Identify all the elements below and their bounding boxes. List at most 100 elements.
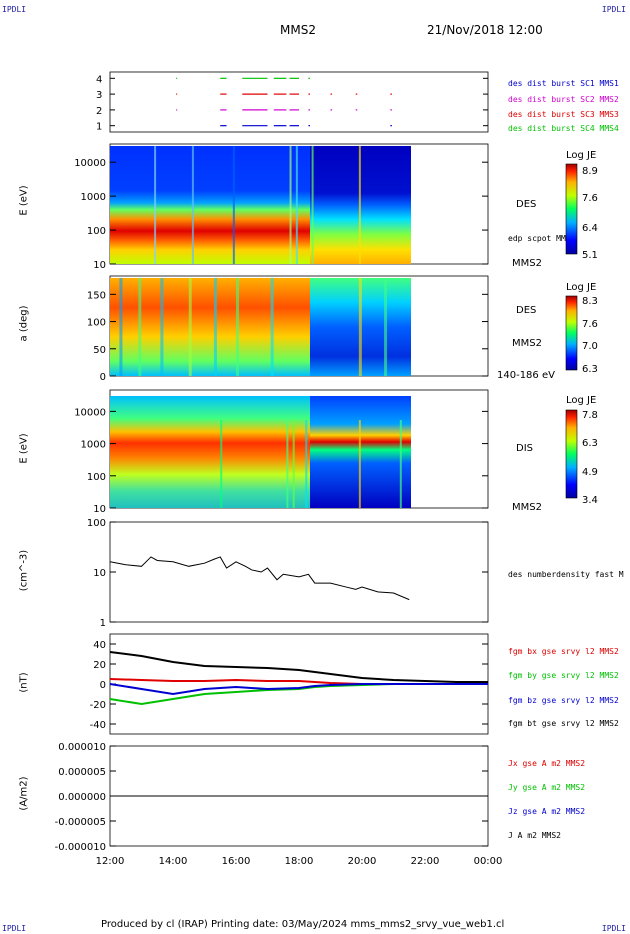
des-pitch-sc-label: MMS2 bbox=[512, 338, 542, 349]
des-energy-streak bbox=[311, 146, 314, 264]
des-pitch-ytick-label: 50 bbox=[93, 345, 106, 356]
des-pitch-streak bbox=[188, 278, 192, 376]
colorbar-des-energy-tick-2: 6.4 bbox=[582, 223, 598, 234]
dis-ytick-label: 1000 bbox=[81, 440, 106, 451]
burst-ytick-label: 2 bbox=[96, 106, 102, 117]
des-energy-scpot-label: edp scpot MMS2 bbox=[508, 234, 576, 243]
colorbar-des-pitch-tick-2: 7.0 bbox=[582, 341, 598, 352]
density-series-label: des numberdensity fast M bbox=[508, 570, 624, 579]
dis-ytick-label: 10000 bbox=[74, 407, 106, 418]
colorbar-des-energy-tick-3: 5.1 bbox=[582, 250, 598, 261]
dis-sc-label: MMS2 bbox=[512, 502, 542, 513]
colorbar-dis-tick-1: 6.3 bbox=[582, 438, 598, 449]
corner-mark-top-right: IPDLI bbox=[601, 5, 626, 14]
current-ytick-label: -0.000010 bbox=[55, 842, 106, 853]
des-energy-ytick-label: 10 bbox=[93, 260, 106, 271]
des-energy-streak bbox=[191, 146, 194, 264]
dis-streak bbox=[358, 420, 361, 508]
des-pitch-streak bbox=[236, 278, 239, 376]
colorbar-dis bbox=[565, 409, 578, 499]
des-energy-ytick-label: 1000 bbox=[81, 192, 106, 203]
burst-label-sc3: des dist burst SC3 MMS3 bbox=[508, 110, 619, 119]
current-ytick-label: 0.000010 bbox=[58, 742, 106, 753]
dis-ytick-label: 100 bbox=[87, 472, 106, 483]
des-pitch-ytick-label: 100 bbox=[87, 318, 106, 329]
bfield-line-3 bbox=[109, 683, 488, 696]
spacecraft-title: MMS2 bbox=[280, 23, 316, 37]
current-label-jx: Jx gse A m2 MMS2 bbox=[508, 759, 586, 768]
des-pitch-energy-range-label: 140-186 eV bbox=[497, 370, 555, 381]
corner-mark-bottom-right: IPDLI bbox=[601, 924, 626, 933]
dis-streak bbox=[286, 420, 289, 508]
burst-ytick-label: 4 bbox=[96, 74, 102, 85]
des-pitch-streak bbox=[160, 278, 164, 376]
current-ytick-label: 0.000005 bbox=[58, 767, 106, 778]
des-energy-ytick-label: 100 bbox=[87, 226, 106, 237]
density-ytick-label: 10 bbox=[93, 568, 106, 579]
bfield-line-0 bbox=[109, 651, 488, 683]
colorbar-des-pitch-tick-3: 6.3 bbox=[582, 364, 598, 375]
corner-mark-top-left: IPDLI bbox=[2, 5, 27, 14]
bfield-label-bt: fgm bt gse srvy l2 MMS2 bbox=[508, 719, 619, 728]
bfield-ytick-label: 40 bbox=[93, 640, 106, 651]
burst-label-sc1: des dist burst SC1 MMS1 bbox=[508, 79, 619, 88]
colorbar-dis-tick-0: 7.8 bbox=[582, 410, 598, 421]
colorbar-des-energy-tick-0: 8.9 bbox=[582, 166, 598, 177]
des-pitch-ytick-label: 0 bbox=[100, 372, 106, 383]
colorbar-des-energy-tick-1: 7.6 bbox=[582, 193, 598, 204]
time-axis-tick-label: 18:00 bbox=[285, 856, 314, 867]
colorbar-des-pitch bbox=[565, 295, 578, 371]
burst-panel-frame bbox=[109, 71, 489, 133]
current-label-j: J A m2 MMS2 bbox=[508, 831, 561, 840]
density-line bbox=[109, 556, 410, 601]
des-energy-streak bbox=[232, 146, 235, 264]
density-ytick-label: 100 bbox=[87, 518, 106, 529]
dis-instrument-label: DIS bbox=[516, 443, 533, 454]
time-axis-tick-label: 16:00 bbox=[222, 856, 251, 867]
des-pitch-spectrogram-early bbox=[110, 278, 310, 376]
bfield-label-by: fgm by gse srvy l2 MMS2 bbox=[508, 671, 619, 680]
des-pitch-streak bbox=[270, 278, 274, 376]
bfield-ytick-label: 20 bbox=[93, 660, 106, 671]
burst-ytick-label: 1 bbox=[96, 122, 102, 133]
des-energy-sc-label: MMS2 bbox=[512, 258, 542, 269]
time-axis-tick-label: 20:00 bbox=[348, 856, 377, 867]
current-ytick-label: 0.000000 bbox=[58, 792, 106, 803]
burst-label-sc2: des dist burst SC2 MMS2 bbox=[508, 95, 619, 104]
bfield-ytick-label: -40 bbox=[90, 720, 106, 731]
colorbar-dis-tick-2: 4.9 bbox=[582, 467, 598, 478]
datetime-title: 21/Nov/2018 12:00 bbox=[427, 23, 543, 37]
colorbar-dis-tick-3: 3.4 bbox=[582, 495, 598, 506]
bfield-ytick-label: 0 bbox=[100, 680, 106, 691]
des-pitch-ytick-label: 150 bbox=[87, 290, 106, 301]
footer-credits: Produced by cl (IRAP) Printing date: 03/… bbox=[101, 919, 505, 930]
dis-energy-spectrogram-early bbox=[110, 396, 310, 508]
bfield-label-bx: fgm bx gse srvy l2 MMS2 bbox=[508, 647, 619, 656]
time-axis-tick-label: 12:00 bbox=[96, 856, 125, 867]
time-axis-tick-label: 22:00 bbox=[411, 856, 440, 867]
dis-streak bbox=[292, 420, 295, 508]
colorbar-des-energy bbox=[565, 163, 578, 255]
current-label-jz: Jz gse A m2 MMS2 bbox=[508, 807, 586, 816]
des-energy-streak bbox=[295, 146, 298, 264]
colorbar-des-pitch-tick-0: 8.3 bbox=[582, 296, 598, 307]
des-pitch-streak bbox=[213, 278, 217, 376]
des-energy-streak bbox=[289, 146, 292, 264]
des-energy-ytick-label: 10000 bbox=[74, 158, 106, 169]
des-energy-spectrogram-early bbox=[110, 146, 310, 264]
des-energy-streak bbox=[358, 146, 361, 264]
current-ytick-label: -0.000005 bbox=[55, 817, 106, 828]
current-label-jy: Jy gse A m2 MMS2 bbox=[508, 783, 586, 792]
des-energy-instrument-label: DES bbox=[516, 199, 537, 210]
des-energy-streak bbox=[154, 146, 157, 264]
colorbar-title-dis: Log JE bbox=[566, 395, 597, 406]
bfield-label-bz: fgm bz gse srvy l2 MMS2 bbox=[508, 696, 619, 705]
colorbar-des-pitch-tick-1: 7.6 bbox=[582, 319, 598, 330]
density-ytick-label: 1 bbox=[100, 618, 106, 629]
burst-label-sc4: des dist burst SC4 MMS4 bbox=[508, 124, 619, 133]
des-pitch-instrument-label: DES bbox=[516, 305, 537, 316]
density-frame bbox=[109, 521, 489, 623]
corner-mark-bottom-left: IPDLI bbox=[2, 924, 27, 933]
dis-streak bbox=[305, 420, 308, 508]
